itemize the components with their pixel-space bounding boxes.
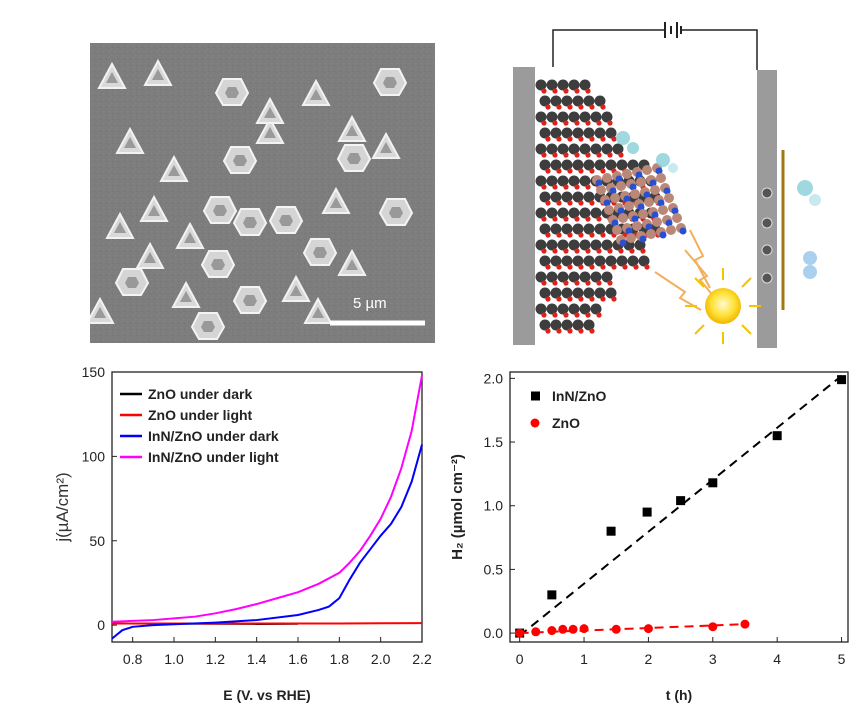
hydrogen-molecule-icon [797, 180, 821, 279]
battery-icon [655, 22, 685, 38]
x-tick-label: 0 [516, 651, 524, 667]
x-axis-label: t (h) [666, 687, 692, 703]
x-tick-label: 1.6 [288, 651, 308, 667]
photoanode-substrate [513, 67, 535, 345]
x-tick-label: 1.4 [247, 651, 267, 667]
data-point [547, 626, 557, 636]
light-ray-icons [654, 229, 716, 311]
data-point [642, 507, 652, 517]
y-tick-label: 0.5 [484, 561, 504, 577]
data-point [643, 624, 653, 634]
data-point [708, 478, 718, 488]
circuit-wire-right [685, 29, 758, 70]
circuit-wire-left [552, 29, 655, 67]
y-tick-label: 0 [97, 617, 105, 633]
legend-swatch [530, 418, 540, 428]
x-axis: 0 1 2 3 4 5 [516, 637, 846, 667]
data-point [531, 627, 541, 637]
y-axis: 0 50 100 150 [82, 364, 117, 633]
data-point [837, 375, 847, 385]
series-line [111, 375, 423, 623]
data-point [676, 496, 686, 506]
electron-icons [761, 187, 773, 284]
x-tick-label: 2.0 [371, 651, 391, 667]
y-tick-label: 100 [82, 448, 106, 464]
x-tick-label: 2 [645, 651, 653, 667]
water-molecule-icon [616, 131, 678, 173]
data-point [611, 624, 621, 634]
plot-area [111, 371, 423, 643]
data-point [740, 619, 750, 629]
legend-label: ZnO under dark [148, 386, 252, 402]
legend-label: ZnO [552, 415, 580, 431]
y-tick-label: 50 [89, 533, 105, 549]
x-tick-label: 3 [709, 651, 717, 667]
y-axis: 0.0 0.5 1.0 1.5 2.0 [484, 370, 515, 641]
fit-line [519, 623, 746, 635]
x-tick-label: 1.0 [164, 651, 184, 667]
data-point [547, 590, 557, 600]
y-axis-label: j(µA/cm²) [53, 472, 72, 542]
data-point [579, 624, 589, 634]
x-tick-label: 4 [773, 651, 781, 667]
y-tick-label: 1.5 [484, 434, 504, 450]
legend-label: InN/ZnO [552, 388, 607, 404]
x-tick-label: 5 [838, 651, 846, 667]
legend-label: ZnO under light [148, 407, 253, 423]
pec-cell-schematic [513, 22, 821, 348]
plot-frame [509, 371, 849, 643]
x-tick-label: 1.2 [206, 651, 226, 667]
y-tick-label: 150 [82, 364, 106, 380]
x-axis-label: E (V. vs RHE) [223, 687, 310, 703]
y-tick-label: 2.0 [484, 370, 504, 386]
x-tick-label: 0.8 [123, 651, 143, 667]
y-tick-label: 0.0 [484, 625, 504, 641]
x-tick-label: 2.2 [412, 651, 432, 667]
legend-swatch [531, 391, 540, 401]
data-point [772, 431, 782, 441]
plot-frame [111, 371, 423, 643]
y-tick-label: 1.0 [484, 498, 504, 514]
legend-label: InN/ZnO under light [148, 449, 279, 465]
y-axis-label: H₂ (µmol cm⁻²) [449, 454, 466, 560]
scale-bar-label: 5 µm [353, 295, 387, 312]
x-tick-label: 1.8 [330, 651, 350, 667]
series-line [111, 444, 423, 640]
x-axis: 0.8 1.0 1.2 1.4 1.6 1.8 2.0 2.2 [123, 637, 432, 667]
data-point [558, 624, 568, 634]
plot-area [509, 371, 849, 643]
legend: ZnO under dark ZnO under light InN/ZnO und… [120, 386, 279, 465]
x-tick-label: 1 [580, 651, 588, 667]
data-point [515, 628, 525, 638]
data-point [708, 622, 718, 632]
data-point [606, 526, 616, 536]
inn-nanocrystal [592, 163, 687, 247]
legend: InN/ZnO ZnO [530, 388, 607, 431]
legend-label: InN/ZnO under dark [148, 428, 279, 444]
data-point [568, 624, 578, 634]
sun-icon [685, 268, 761, 344]
photocurrent-chart: 0.8 1.0 1.2 1.4 1.6 1.8 2.0 2.2 0 50 100 150 ZnO u… [53, 364, 432, 703]
fit-line [519, 375, 843, 637]
sem-micrograph: 5 µm [90, 43, 435, 343]
